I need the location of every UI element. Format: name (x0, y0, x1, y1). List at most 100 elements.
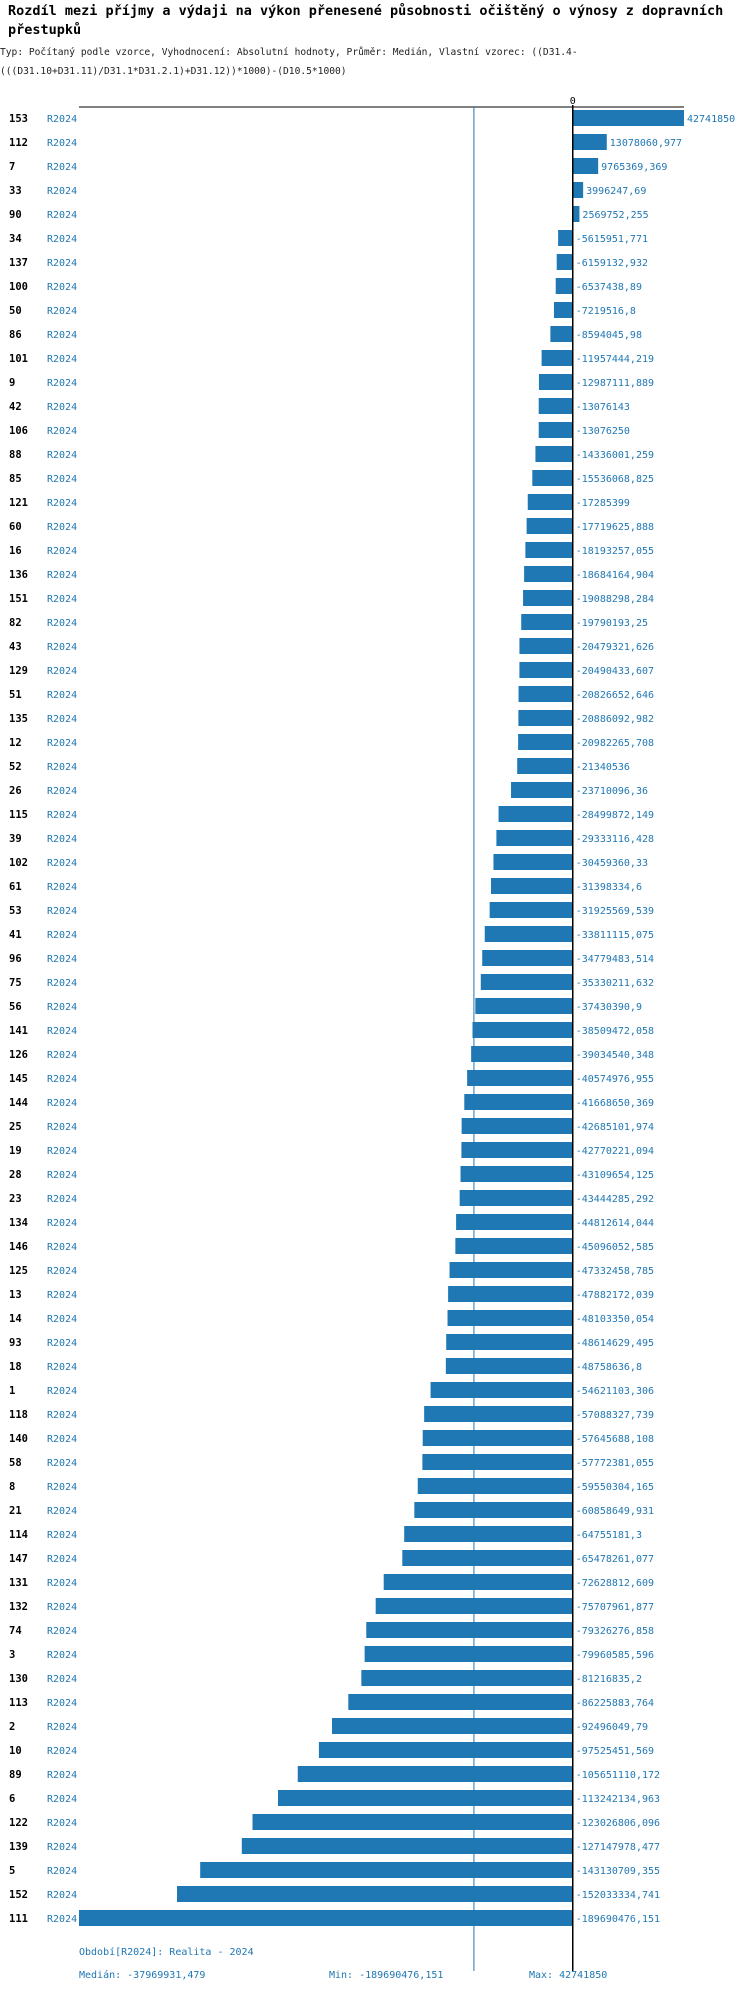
bar (525, 542, 573, 558)
bar (535, 446, 573, 462)
value-label: -40574976,955 (576, 1074, 654, 1085)
value-label: -30459360,33 (576, 858, 648, 869)
row-id-label: 13 (9, 1289, 22, 1301)
row-period-label: R2024 (47, 618, 77, 629)
value-label: -43109654,125 (576, 1170, 654, 1181)
row-id-label: 151 (9, 593, 28, 605)
value-label: -47882172,039 (576, 1290, 654, 1301)
row-period-label: R2024 (47, 354, 77, 365)
row-id-label: 7 (9, 161, 15, 173)
row-id-label: 113 (9, 1697, 28, 1709)
row-id-label: 101 (9, 353, 28, 365)
row-id-label: 3 (9, 1649, 15, 1661)
row-period-label: R2024 (47, 1698, 77, 1709)
value-label: -42770221,094 (576, 1146, 654, 1157)
row-id-label: 130 (9, 1673, 28, 1685)
value-label: 13078060,977 (610, 138, 682, 149)
value-label: -5615951,771 (576, 234, 648, 245)
row-period-label: R2024 (47, 1458, 77, 1469)
row-id-label: 21 (9, 1505, 22, 1517)
row-period-label: R2024 (47, 1842, 77, 1853)
row-id-label: 96 (9, 953, 22, 965)
row-period-label: R2024 (47, 1314, 77, 1325)
row-id-label: 102 (9, 857, 28, 869)
row-period-label: R2024 (47, 1866, 77, 1877)
bar (79, 1910, 573, 1926)
row-id-label: 8 (9, 1481, 15, 1493)
value-label: -48103350,054 (576, 1314, 654, 1325)
row-period-label: R2024 (47, 834, 77, 845)
bar (277, 1790, 573, 1806)
value-label: -37430390,9 (576, 1002, 642, 1013)
value-label: -29333116,428 (576, 834, 654, 845)
bar (572, 182, 584, 198)
bar (361, 1670, 573, 1686)
row-period-label: R2024 (47, 570, 77, 581)
row-id-label: 114 (9, 1529, 28, 1541)
row-id-label: 12 (9, 737, 22, 749)
row-period-label: R2024 (47, 282, 77, 293)
row-period-label: R2024 (47, 1338, 77, 1349)
row-id-label: 139 (9, 1841, 28, 1853)
bar (200, 1862, 573, 1878)
value-label: -92496049,79 (576, 1722, 648, 1733)
bar (482, 950, 573, 966)
bar (572, 158, 599, 174)
row-id-label: 106 (9, 425, 28, 437)
footer-period: Období[R2024]: Realita - 2024 (79, 1947, 254, 1958)
row-id-label: 53 (9, 905, 22, 917)
bar (489, 902, 573, 918)
row-period-label: R2024 (47, 1554, 77, 1565)
row-period-label: R2024 (47, 1626, 77, 1637)
row-id-label: 131 (9, 1577, 28, 1589)
zero-tick-label: 0 (570, 96, 576, 107)
row-period-label: R2024 (47, 330, 77, 341)
bar (449, 1262, 573, 1278)
row-id-label: 52 (9, 761, 22, 773)
row-period-label: R2024 (47, 930, 77, 941)
row-id-label: 25 (9, 1121, 22, 1133)
bar (527, 494, 573, 510)
bar (404, 1526, 573, 1542)
row-period-label: R2024 (47, 1482, 77, 1493)
bar (523, 590, 573, 606)
row-period-label: R2024 (47, 810, 77, 821)
row-period-label: R2024 (47, 1362, 77, 1373)
chart-subtitle: Typ: Počítaný podle vzorce, Vyhodnocení:… (0, 47, 578, 77)
bar (572, 134, 607, 150)
bar (475, 998, 573, 1014)
bar (402, 1550, 573, 1566)
row-period-label: R2024 (47, 1914, 77, 1925)
value-label: -34779483,514 (576, 954, 654, 965)
bar (422, 1454, 573, 1470)
row-period-label: R2024 (47, 1242, 77, 1253)
bar (456, 1214, 573, 1230)
row-period-label: R2024 (47, 546, 77, 557)
row-id-label: 122 (9, 1817, 28, 1829)
row-id-label: 39 (9, 833, 22, 845)
row-period-label: R2024 (47, 642, 77, 653)
bar (430, 1382, 573, 1398)
value-label: -79960585,596 (576, 1650, 654, 1661)
row-period-label: R2024 (47, 786, 77, 797)
bar (366, 1622, 573, 1638)
row-id-label: 152 (9, 1889, 28, 1901)
bar (460, 1166, 573, 1182)
value-label: -48758636,8 (576, 1362, 642, 1373)
bar (467, 1070, 573, 1086)
row-id-label: 1 (9, 1385, 15, 1397)
row-id-label: 126 (9, 1049, 28, 1061)
bar (493, 854, 573, 870)
row-id-label: 153 (9, 113, 28, 125)
row-id-label: 146 (9, 1241, 28, 1253)
row-period-label: R2024 (47, 138, 77, 149)
row-id-label: 118 (9, 1409, 28, 1421)
row-id-label: 100 (9, 281, 28, 293)
row-id-label: 23 (9, 1193, 22, 1205)
row-period-label: R2024 (47, 1386, 77, 1397)
row-id-label: 56 (9, 1001, 22, 1013)
value-label: -75707961,877 (576, 1602, 654, 1613)
row-id-label: 121 (9, 497, 28, 509)
value-label: -31925569,539 (576, 906, 654, 917)
